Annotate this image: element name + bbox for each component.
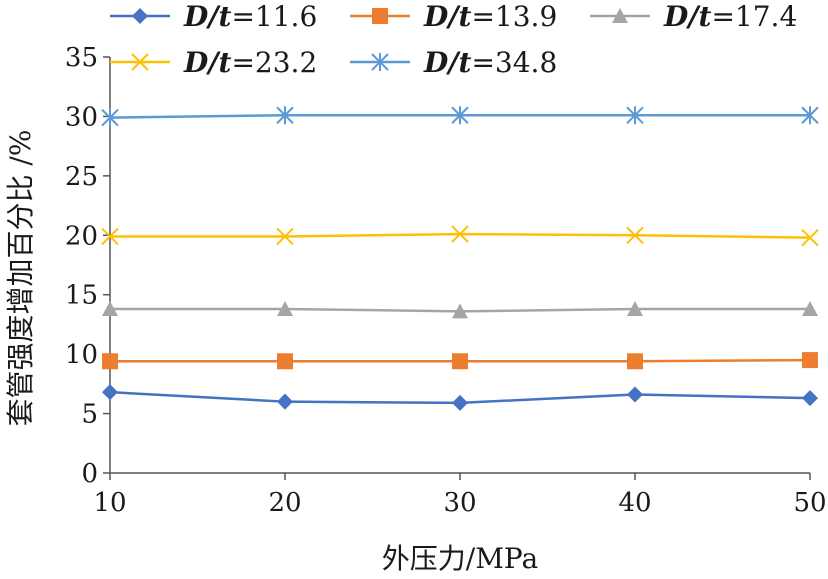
y-tick-label: 35 — [65, 43, 98, 73]
data-point-marker — [277, 300, 293, 316]
data-point-marker — [627, 353, 643, 370]
legend-item-4: D/t=23.2 — [110, 46, 317, 79]
data-point-marker — [276, 227, 294, 246]
data-point-marker — [452, 394, 468, 411]
data-point-marker — [801, 106, 819, 125]
legend-marker — [371, 53, 389, 71]
data-point-marker — [627, 386, 643, 403]
data-point-marker — [452, 353, 468, 370]
data-point-marker — [102, 384, 118, 401]
y-tick-label: 0 — [81, 459, 98, 489]
data-point-marker — [102, 300, 118, 316]
series-3 — [102, 300, 818, 319]
y-tick-label: 15 — [65, 281, 98, 311]
x-tick-label: 10 — [93, 488, 126, 518]
data-point-marker — [802, 300, 818, 316]
data-point-marker — [626, 106, 644, 125]
legend: D/t=11.6 D/t=13.9 D/t=17.4 D/t=23.2 D/t=34.8 — [110, 0, 797, 79]
series-4 — [101, 225, 819, 247]
x-tick-label: 50 — [793, 488, 826, 518]
x-axis-title: 外压力/MPa — [382, 542, 538, 575]
data-point-marker — [802, 352, 818, 369]
legend-label: D/t=13.9 — [423, 0, 557, 33]
legend-marker — [372, 8, 388, 24]
legend-label: D/t=17.4 — [663, 0, 797, 33]
legend-marker — [131, 53, 149, 71]
series-1 — [102, 384, 818, 411]
series-group — [101, 106, 819, 411]
data-point-marker — [101, 227, 119, 246]
y-tick-label: 20 — [65, 221, 98, 251]
data-point-marker — [277, 353, 293, 370]
y-axis-title: 套管强度增加百分比 /% — [4, 130, 37, 427]
axes: 0 5 10 15 20 25 30 35 10 20 30 40 50 — [65, 43, 827, 518]
x-tick-label: 30 — [443, 488, 476, 518]
data-point-marker — [626, 226, 644, 244]
legend-item-2: D/t=13.9 — [350, 0, 557, 33]
legend-marker — [612, 8, 628, 23]
data-point-marker — [801, 228, 819, 247]
y-tick-label: 10 — [65, 340, 98, 370]
y-tick-label: 30 — [65, 102, 98, 132]
legend-label: D/t=34.8 — [423, 46, 557, 79]
series-2 — [102, 352, 818, 370]
data-point-marker — [451, 106, 469, 125]
legend-item-5: D/t=34.8 — [350, 46, 557, 79]
legend-item-1: D/t=11.6 — [110, 0, 317, 33]
legend-label: D/t=23.2 — [183, 46, 317, 79]
data-point-marker — [451, 225, 469, 243]
x-tick-label: 20 — [268, 488, 301, 518]
data-point-marker — [276, 106, 294, 125]
y-tick-label: 5 — [81, 400, 98, 430]
x-tick-label: 40 — [618, 488, 651, 518]
legend-marker — [132, 8, 148, 24]
data-point-marker — [802, 390, 818, 407]
y-tick-label: 25 — [65, 162, 98, 192]
legend-label: D/t=11.6 — [183, 0, 317, 33]
series-5 — [101, 106, 819, 127]
data-point-marker — [627, 300, 643, 316]
legend-item-3: D/t=17.4 — [590, 0, 797, 33]
data-point-marker — [277, 393, 293, 410]
data-point-marker — [102, 353, 118, 370]
data-point-marker — [101, 108, 119, 127]
data-point-marker — [452, 303, 468, 319]
